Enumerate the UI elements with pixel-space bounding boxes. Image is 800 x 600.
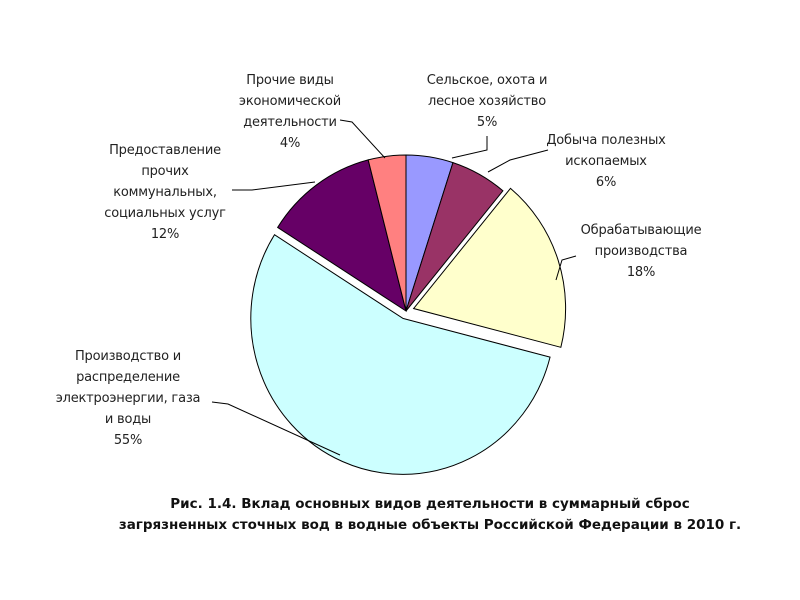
caption-line: Рис. 1.4. Вклад основных видов деятельно… <box>170 496 690 512</box>
label-manufacturing: Обрабатывающие производства 18% <box>581 220 702 283</box>
leader-line <box>232 181 316 191</box>
label-line: коммунальных, <box>113 185 217 200</box>
label-pct: 4% <box>279 136 301 151</box>
label-line: Прочие виды <box>246 73 334 88</box>
leader-line <box>211 401 341 456</box>
label-line: лесное хозяйство <box>427 94 546 109</box>
label-line: Добыча полезных <box>546 133 666 148</box>
label-agriculture: Сельское, охота и лесное хозяйство 5% <box>427 70 548 133</box>
pie-slice <box>412 187 567 348</box>
label-line: электроэнергии, газа <box>55 391 201 406</box>
label-pct: 6% <box>595 175 617 190</box>
label-line: Обрабатывающие <box>580 223 702 238</box>
label-line: производства <box>594 244 688 259</box>
label-energy: Производство и распределение электроэнер… <box>56 346 201 451</box>
label-line: Сельское, охота и <box>426 73 548 88</box>
leader-line <box>487 149 549 173</box>
caption-line: загрязненных сточных вод в водные объект… <box>118 517 742 533</box>
label-line: Производство и <box>74 349 182 364</box>
label-services: Предоставление прочих коммунальных, соци… <box>104 140 226 245</box>
label-line: Предоставление <box>109 143 221 158</box>
label-pct: 18% <box>626 265 656 280</box>
label-line: социальных услуг <box>104 206 226 221</box>
pie-slice <box>367 154 407 312</box>
label-pct: 55% <box>113 433 143 448</box>
pie-slice <box>405 161 504 312</box>
label-pct: 5% <box>476 115 498 130</box>
leader-line <box>555 255 577 281</box>
label-line: ископаемых <box>565 154 647 169</box>
label-line: экономической <box>238 94 342 109</box>
leader-line <box>451 136 488 159</box>
pie-slice <box>276 159 407 313</box>
leader-line <box>339 119 386 159</box>
label-line: распределение <box>76 370 180 385</box>
label-other: Прочие виды экономической деятельности 4… <box>239 70 341 154</box>
figure-caption: Рис. 1.4. Вклад основных видов деятельно… <box>0 494 800 536</box>
label-line: и воды <box>104 412 152 427</box>
label-line: прочих <box>141 164 189 179</box>
label-mining: Добыча полезных ископаемых 6% <box>546 130 666 193</box>
label-line: деятельности <box>243 115 337 130</box>
pie-slice <box>250 234 551 475</box>
label-pct: 12% <box>150 227 180 242</box>
